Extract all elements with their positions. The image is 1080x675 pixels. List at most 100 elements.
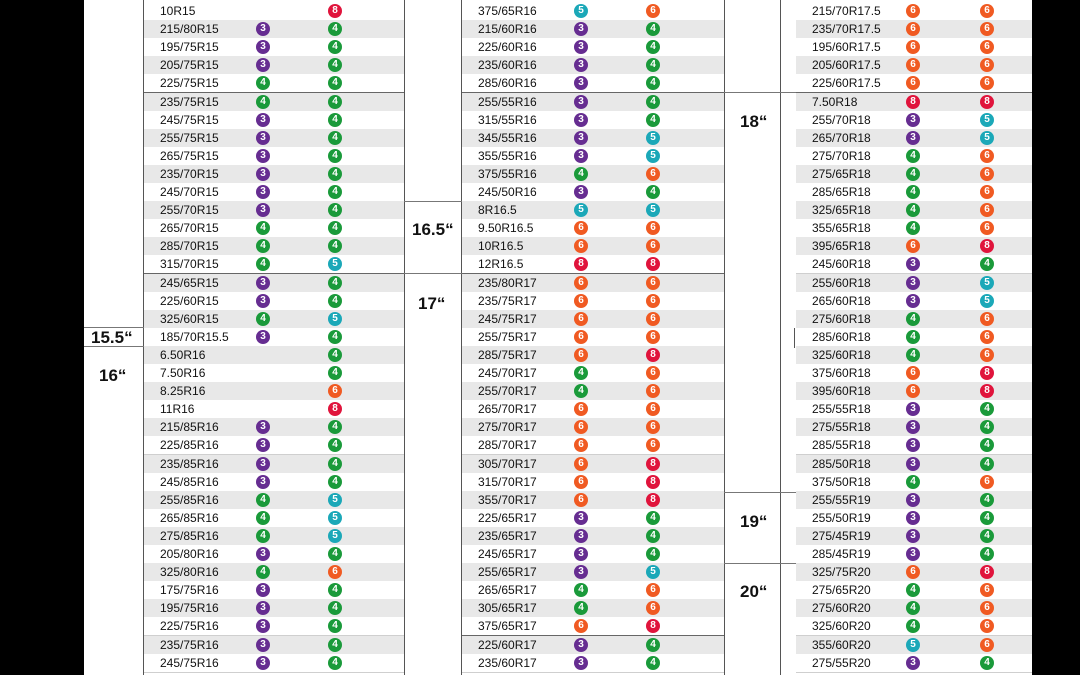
load-badge-a: 4 [574,166,588,181]
tire-size: 225/65R17 [478,510,537,525]
tire-size: 395/65R18 [812,239,871,254]
tire-size: 255/55R18 [812,402,871,417]
load-badge-a: 4 [906,474,920,489]
table-row: 275/55R18 3 4 [796,418,1032,438]
table-row: 285/50R18 3 4 [796,454,1032,474]
column-3: 215/70R17.5 6 6 235/70R17.5 6 6 195/60R17.5 6 6 2… [796,0,1032,675]
table-row: 275/55R20 3 4 [796,653,1032,673]
load-badge-b: 4 [646,547,660,561]
load-badge-b: 6 [980,76,994,91]
load-badge-a: 3 [256,130,270,145]
tire-size: 245/65R17 [478,547,537,561]
table-row: 255/70R18 3 5 [796,110,1032,130]
load-badge-a: 4 [574,601,588,616]
load-badge-a: 4 [256,257,270,272]
table-row: 285/60R16 3 4 [462,74,724,94]
tire-size: 8.25R16 [160,384,206,399]
table-row: 265/85R16 4 5 [144,508,404,528]
load-badge-a: 6 [574,329,588,344]
load-badge-a: 3 [256,637,270,652]
load-badge-b: 8 [646,619,660,634]
tire-size: 355/65R18 [812,221,871,236]
tire-size: 235/85R16 [160,456,219,471]
table-row: 275/45R19 3 4 [796,526,1032,546]
rim-label-17: 17“ [418,294,446,313]
table-row: 255/85R16 4 5 [144,490,404,510]
load-badge-a: 3 [906,420,920,435]
tire-size: 9.50R16.5 [478,221,534,236]
table-row: 225/75R16 3 4 [144,617,404,637]
tire-size: 285/60R16 [478,76,537,91]
load-badge-a: 4 [256,528,270,543]
load-badge-b: 6 [646,420,660,435]
tire-size: 355/60R20 [812,637,871,652]
load-badge-b: 4 [328,583,342,598]
table-row: 235/70R17.5 6 6 [796,20,1032,40]
load-badge-a: 3 [256,329,270,344]
load-badge-a: 6 [906,239,920,254]
load-badge-b: 6 [980,4,994,18]
divider [404,0,405,675]
load-badge-a: 6 [906,58,920,73]
tire-size: 245/75R16 [160,655,219,670]
load-badge-b: 4 [646,76,660,91]
table-row: 11R16 8 [144,400,404,420]
tire-size: 225/60R15 [160,293,219,308]
rim-label-16: 16“ [99,366,127,385]
table-row: 8.25R16 6 [144,382,404,402]
load-badge-a: 4 [574,366,588,380]
load-badge-b: 4 [328,474,342,489]
tire-size: 315/70R15 [160,257,219,272]
table-row: 245/60R18 3 4 [796,255,1032,275]
load-badge-a: 4 [256,492,270,507]
tire-size: 375/60R18 [812,366,871,380]
table-row: 195/60R17.5 6 6 [796,38,1032,58]
tire-size: 255/55R16 [478,94,537,109]
load-badge-b: 4 [980,547,994,561]
table-row: 325/60R20 4 6 [796,617,1032,637]
load-badge-b: 4 [980,510,994,525]
load-badge-b: 4 [328,94,342,109]
load-badge-a: 6 [574,492,588,507]
tire-size: 215/70R17.5 [812,4,881,18]
table-row: 285/65R18 4 6 [796,183,1032,202]
load-badge-b: 4 [646,655,660,670]
load-badge-b: 5 [328,528,342,543]
tire-size: 285/75R17 [478,347,537,362]
load-badge-a: 4 [256,76,270,91]
load-badge-b: 4 [980,528,994,543]
load-badge-a: 6 [574,275,588,290]
table-row: 275/60R20 4 6 [796,599,1032,619]
table-row: 285/60R18 4 6 [796,327,1032,347]
tire-size: 285/70R17 [478,438,537,453]
table-row: 215/85R16 3 4 [144,418,404,438]
load-badge-b: 6 [980,148,994,163]
load-badge-a: 3 [574,40,588,55]
tire-size: 255/70R15 [160,203,219,218]
load-badge-a: 3 [906,655,920,670]
load-badge-a: 3 [256,166,270,181]
load-badge-b: 6 [646,311,660,326]
table-row: 245/65R17 3 4 [462,545,724,564]
table-row: 6.50R16 4 [144,345,404,365]
load-badge-a: 6 [574,420,588,435]
load-badge-b: 8 [646,347,660,362]
tire-size: 215/85R16 [160,420,219,435]
tire-size: 11R16 [160,402,195,417]
load-badge-b: 4 [646,22,660,37]
load-badge-b: 8 [646,456,660,471]
load-badge-b: 4 [328,637,342,652]
load-badge-b: 4 [328,239,342,254]
divider [404,273,462,274]
load-badge-a: 3 [906,112,920,127]
load-badge-a: 3 [574,148,588,163]
load-badge-b: 4 [646,185,660,199]
load-badge-a: 3 [906,402,920,417]
load-badge-a: 3 [256,547,270,561]
tire-size: 265/85R16 [160,510,219,525]
rim-label-16-5: 16.5“ [412,220,454,239]
table-row: 225/60R15 3 4 [144,291,404,311]
tire-size: 235/75R17 [478,293,537,308]
tire-size: 225/85R16 [160,438,219,453]
divider [780,0,781,675]
